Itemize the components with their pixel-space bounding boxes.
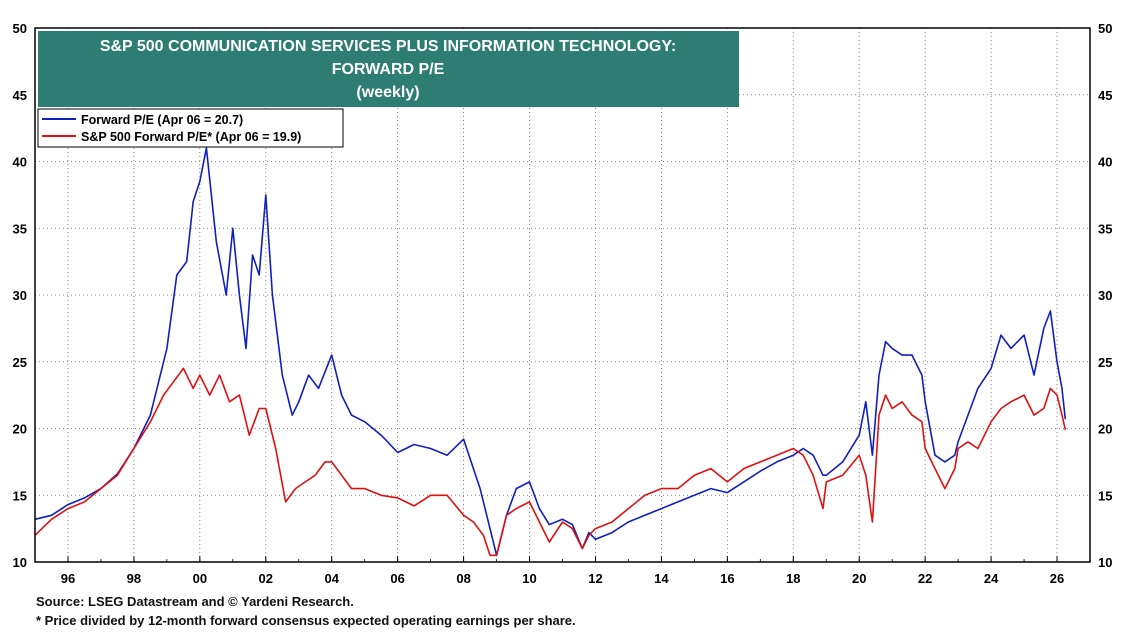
y-tick-label-left: 10 <box>13 555 27 570</box>
x-tick-label: 22 <box>918 571 932 586</box>
source-note: Source: LSEG Datastream and © Yardeni Re… <box>36 594 354 609</box>
y-tick-label-right: 30 <box>1098 288 1112 303</box>
x-tick-label: 10 <box>522 571 536 586</box>
series-layer <box>34 147 1067 557</box>
x-tick-label: 18 <box>786 571 800 586</box>
y-tick-label-right: 20 <box>1098 422 1112 437</box>
legend: Forward P/E (Apr 06 = 20.7) S&P 500 Forw… <box>37 108 344 148</box>
title-box: S&P 500 COMMUNICATION SERVICES PLUS INFO… <box>38 31 739 107</box>
x-tick-label: 00 <box>193 571 207 586</box>
ticks-layer: 10 10 15 15 20 20 25 25 30 30 35 35 40 40 45 45 50 50 96 98… <box>13 21 1113 586</box>
y-tick-label-left: 40 <box>13 155 27 170</box>
y-tick-label-right: 50 <box>1098 21 1112 36</box>
y-tick-label-right: 15 <box>1098 488 1112 503</box>
x-tick-label: 14 <box>654 571 669 586</box>
legend-label-sp500-pe: S&P 500 Forward P/E* (Apr 06 = 19.9) <box>81 130 301 144</box>
y-tick-label-left: 20 <box>13 422 27 437</box>
y-tick-label-right: 10 <box>1098 555 1112 570</box>
series-line-forward-pe <box>34 147 1067 557</box>
x-tick-label: 04 <box>324 571 339 586</box>
x-tick-label: 02 <box>259 571 273 586</box>
y-tick-label-left: 25 <box>13 355 27 370</box>
y-tick-label-left: 45 <box>13 88 27 103</box>
x-tick-label: 26 <box>1050 571 1064 586</box>
series-line-sp500-forward-pe <box>34 367 1067 557</box>
legend-label-forward-pe: Forward P/E (Apr 06 = 20.7) <box>81 113 243 127</box>
y-tick-label-right: 35 <box>1098 221 1112 236</box>
x-tick-label: 98 <box>127 571 141 586</box>
x-tick-label: 16 <box>720 571 734 586</box>
y-tick-label-right: 25 <box>1098 355 1112 370</box>
y-tick-label-left: 15 <box>13 488 27 503</box>
y-tick-label-left: 35 <box>13 221 27 236</box>
x-tick-label: 08 <box>456 571 470 586</box>
x-tick-label: 24 <box>984 571 999 586</box>
footnote: * Price divided by 12-month forward cons… <box>36 613 576 628</box>
x-tick-label: 96 <box>61 571 75 586</box>
y-tick-label-left: 30 <box>13 288 27 303</box>
chart-subtitle: (weekly) <box>356 84 419 101</box>
title-box-bg <box>38 31 739 107</box>
legend-box <box>37 108 344 148</box>
chart-title: S&P 500 COMMUNICATION SERVICES PLUS INFO… <box>100 38 676 55</box>
y-tick-label-left: 50 <box>13 21 27 36</box>
x-tick-label: 12 <box>588 571 602 586</box>
grid <box>35 28 1090 562</box>
y-tick-label-right: 45 <box>1098 88 1112 103</box>
x-tick-label: 20 <box>852 571 866 586</box>
y-tick-label-right: 40 <box>1098 155 1112 170</box>
chart-title-line2: FORWARD P/E <box>332 61 445 78</box>
x-tick-label: 06 <box>390 571 404 586</box>
